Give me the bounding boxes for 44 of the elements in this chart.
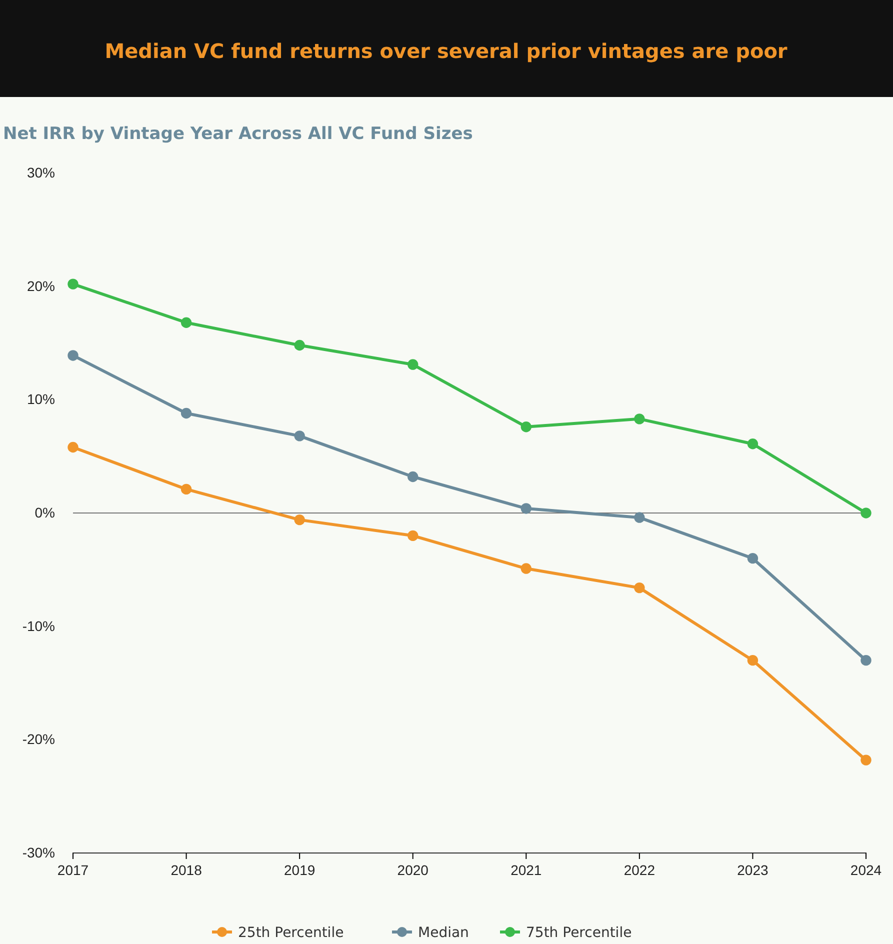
legend-label: 25th Percentile <box>238 925 344 941</box>
point <box>68 278 78 290</box>
point <box>68 350 78 361</box>
y-tick-label: 30% <box>26 164 55 180</box>
x-tick-label: 2018 <box>170 862 202 878</box>
point <box>180 484 192 495</box>
point <box>180 408 192 419</box>
legend-label: 75th Percentile <box>526 925 632 941</box>
point <box>408 530 418 542</box>
chart-subtitle: Net IRR by Vintage Year Across All VC Fund Sizes <box>3 124 473 144</box>
point <box>634 512 645 523</box>
chart-title: Median VC fund returns over several prior vintages are poor <box>104 39 788 63</box>
point <box>520 503 532 514</box>
point <box>634 582 645 594</box>
point <box>634 414 645 424</box>
y-tick-label: -10% <box>22 618 55 634</box>
y-tick-label: -20% <box>22 731 55 748</box>
point <box>747 552 758 564</box>
point <box>520 422 532 432</box>
point <box>294 340 305 351</box>
point <box>520 563 532 574</box>
x-tick-label: 2019 <box>284 862 316 878</box>
point <box>747 654 758 666</box>
point <box>860 508 872 518</box>
point <box>860 754 872 766</box>
point <box>294 514 305 526</box>
point <box>68 442 78 453</box>
y-tick-label: -30% <box>22 844 55 860</box>
x-tick-label: 2023 <box>737 862 768 878</box>
point <box>294 430 305 442</box>
legend-label: Median <box>418 925 469 941</box>
x-tick-label: 2021 <box>510 862 542 878</box>
x-tick-label: 2022 <box>624 862 656 878</box>
x-tick-label: 2024 <box>850 862 882 878</box>
point <box>860 654 872 666</box>
point <box>408 359 418 370</box>
y-tick-label: 20% <box>26 278 55 294</box>
x-tick-label: 2020 <box>397 862 429 878</box>
y-tick-label: 10% <box>26 391 55 408</box>
point <box>180 317 192 328</box>
point <box>747 438 758 450</box>
x-tick-label: 2017 <box>57 862 89 878</box>
y-tick-label: 0% <box>34 504 55 520</box>
point <box>408 471 418 482</box>
